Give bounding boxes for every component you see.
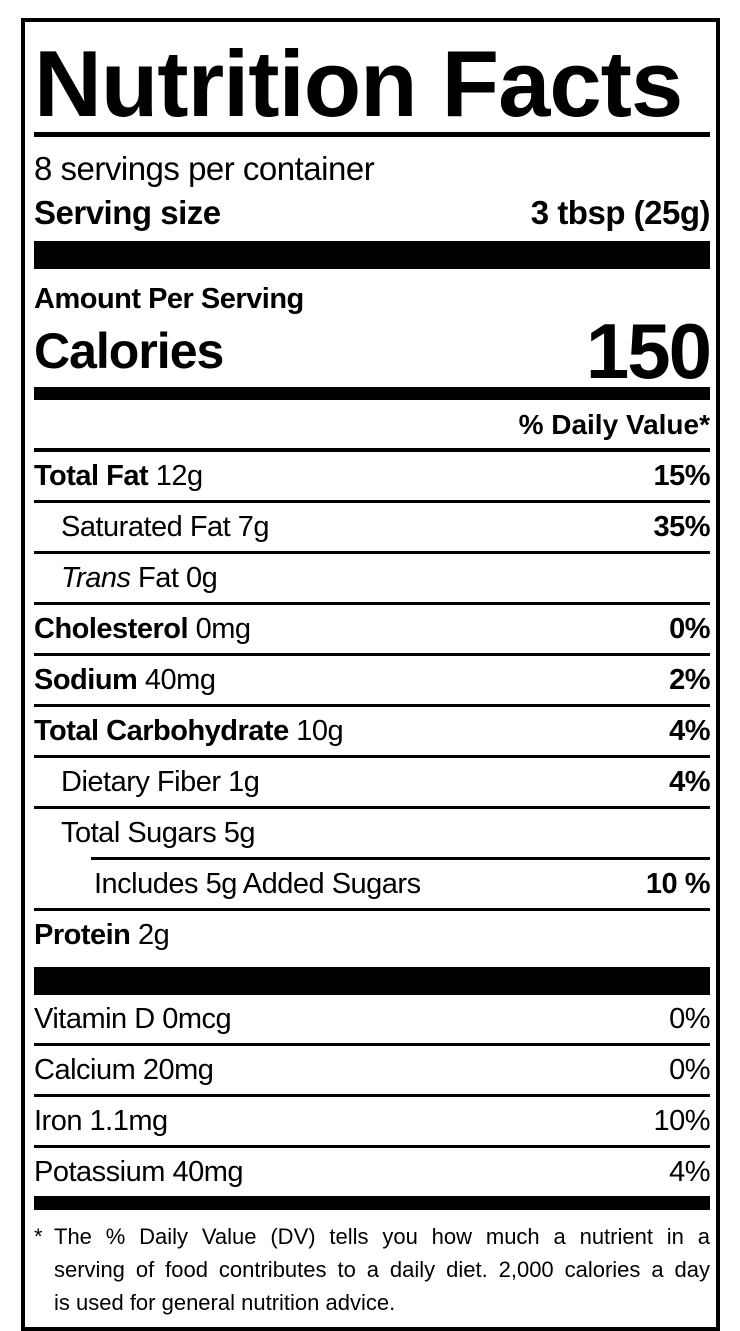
row-rule — [34, 551, 710, 554]
dietary-fiber-dv: 4% — [669, 766, 710, 798]
serving-size-label: Serving size — [34, 194, 221, 231]
cholesterol-dv: 0% — [669, 613, 710, 645]
nutrition-facts-label: Nutrition Facts 8 servings per container… — [21, 18, 720, 1331]
row-rule — [34, 704, 710, 707]
row-cholesterol: Cholesterol 0mg 0% — [34, 605, 710, 653]
cholesterol-name: Cholesterol — [34, 613, 189, 645]
saturated-fat-amount: 7g — [237, 511, 270, 543]
medium-separator-bar-bottom — [34, 1196, 710, 1210]
cholesterol-amount: 0mg — [195, 613, 251, 645]
potassium-amount: 40mg — [172, 1156, 243, 1188]
total-fat-name: Total Fat — [34, 460, 149, 492]
saturated-fat-name: Saturated Fat — [61, 511, 231, 543]
label-title: Nutrition Facts — [34, 31, 683, 136]
footnote-line-2: serving of food contributes to a daily d… — [54, 1257, 710, 1282]
row-rule — [34, 1043, 710, 1046]
row-total-fat: Total Fat 12g 15% — [34, 452, 710, 500]
total-sugars-amount: 5g — [223, 817, 256, 849]
row-iron: Iron 1.1mg 10% — [34, 1097, 710, 1145]
thick-separator-bar-protein — [34, 967, 710, 995]
total-carbohydrate-dv: 4% — [669, 715, 710, 747]
iron-name: Iron — [34, 1105, 82, 1137]
added-sugars-dv: 10 % — [645, 868, 711, 900]
trans-fat-name-italic: Trans — [61, 562, 131, 594]
total-fat-dv: 15% — [653, 460, 710, 492]
protein-amount: 2g — [137, 919, 170, 951]
potassium-name: Potassium — [34, 1156, 165, 1188]
inset-row-rule — [91, 857, 710, 860]
protein-name: Protein — [34, 919, 131, 951]
row-rule — [34, 908, 710, 911]
row-total-carbohydrate: Total Carbohydrate 10g 4% — [34, 707, 710, 755]
row-added-sugars: Includes 5g Added Sugars 10 % — [34, 860, 711, 908]
row-rule — [34, 602, 710, 605]
title-rule — [34, 132, 710, 137]
row-vitamin-d: Vitamin D 0mcg 0% — [34, 995, 710, 1043]
calcium-dv: 0% — [669, 1054, 710, 1086]
vitamin-d-dv: 0% — [669, 1003, 710, 1035]
vitamin-d-amount: 0mcg — [162, 1003, 232, 1035]
dietary-fiber-name: Dietary Fiber — [61, 766, 221, 798]
footnote-line-3: is used for general nutrition advice. — [54, 1290, 396, 1315]
calcium-amount: 20mg — [142, 1054, 214, 1086]
sodium-dv: 2% — [669, 664, 710, 696]
potassium-dv: 4% — [669, 1156, 710, 1188]
amount-per-serving-label: Amount Per Serving — [34, 283, 304, 315]
total-carbohydrate-amount: 10g — [296, 715, 344, 747]
calories-label: Calories — [34, 323, 224, 379]
thick-separator-bar-top — [34, 241, 710, 269]
row-rule — [34, 500, 710, 503]
row-rule — [34, 653, 710, 656]
footnote-line-1: The % Daily Value (DV) tells you how muc… — [54, 1224, 710, 1249]
sodium-name: Sodium — [34, 664, 138, 696]
footnote: * The % Daily Value (DV) tells you how m… — [34, 1220, 710, 1319]
medium-separator-bar-calories — [34, 387, 710, 400]
header-rule — [34, 448, 710, 452]
row-total-sugars: Total Sugars 5g — [34, 809, 710, 857]
total-carbohydrate-name: Total Carbohydrate — [34, 715, 289, 747]
servings-per-container: 8 servings per container — [34, 150, 375, 187]
row-rule — [34, 1094, 710, 1097]
footnote-asterisk: * — [34, 1224, 43, 1249]
daily-value-header: % Daily Value* — [518, 409, 710, 440]
total-sugars-name: Total Sugars — [61, 817, 217, 849]
row-rule — [34, 806, 710, 809]
dietary-fiber-amount: 1g — [228, 766, 260, 798]
calcium-name: Calcium — [34, 1054, 136, 1086]
row-trans-fat: Trans Fat 0g — [34, 554, 710, 602]
calories-value: 150 — [585, 307, 712, 395]
row-saturated-fat: Saturated Fat 7g 35% — [34, 503, 710, 551]
calories-row: Calories 150 — [34, 307, 712, 395]
row-rule — [34, 1145, 710, 1148]
added-sugars-name: Includes 5g Added Sugars — [94, 868, 421, 900]
total-fat-amount: 12g — [155, 460, 203, 492]
sodium-amount: 40mg — [144, 664, 216, 696]
row-dietary-fiber: Dietary Fiber 1g 4% — [34, 758, 710, 806]
row-potassium: Potassium 40mg 4% — [34, 1148, 710, 1196]
trans-fat-amount: 0g — [186, 562, 218, 594]
row-rule — [34, 755, 710, 758]
serving-size-row: Serving size 3 tbsp (25g) — [34, 193, 711, 233]
saturated-fat-dv: 35% — [653, 511, 710, 543]
row-sodium: Sodium 40mg 2% — [34, 656, 710, 704]
trans-fat-name: Fat — [138, 562, 179, 594]
row-calcium: Calcium 20mg 0% — [34, 1046, 710, 1094]
vitamin-d-name: Vitamin D — [34, 1003, 155, 1035]
iron-amount: 1.1mg — [89, 1105, 169, 1137]
serving-size-value: 3 tbsp (25g) — [530, 194, 711, 231]
iron-dv: 10% — [653, 1105, 710, 1137]
row-protein: Protein 2g — [34, 911, 710, 959]
